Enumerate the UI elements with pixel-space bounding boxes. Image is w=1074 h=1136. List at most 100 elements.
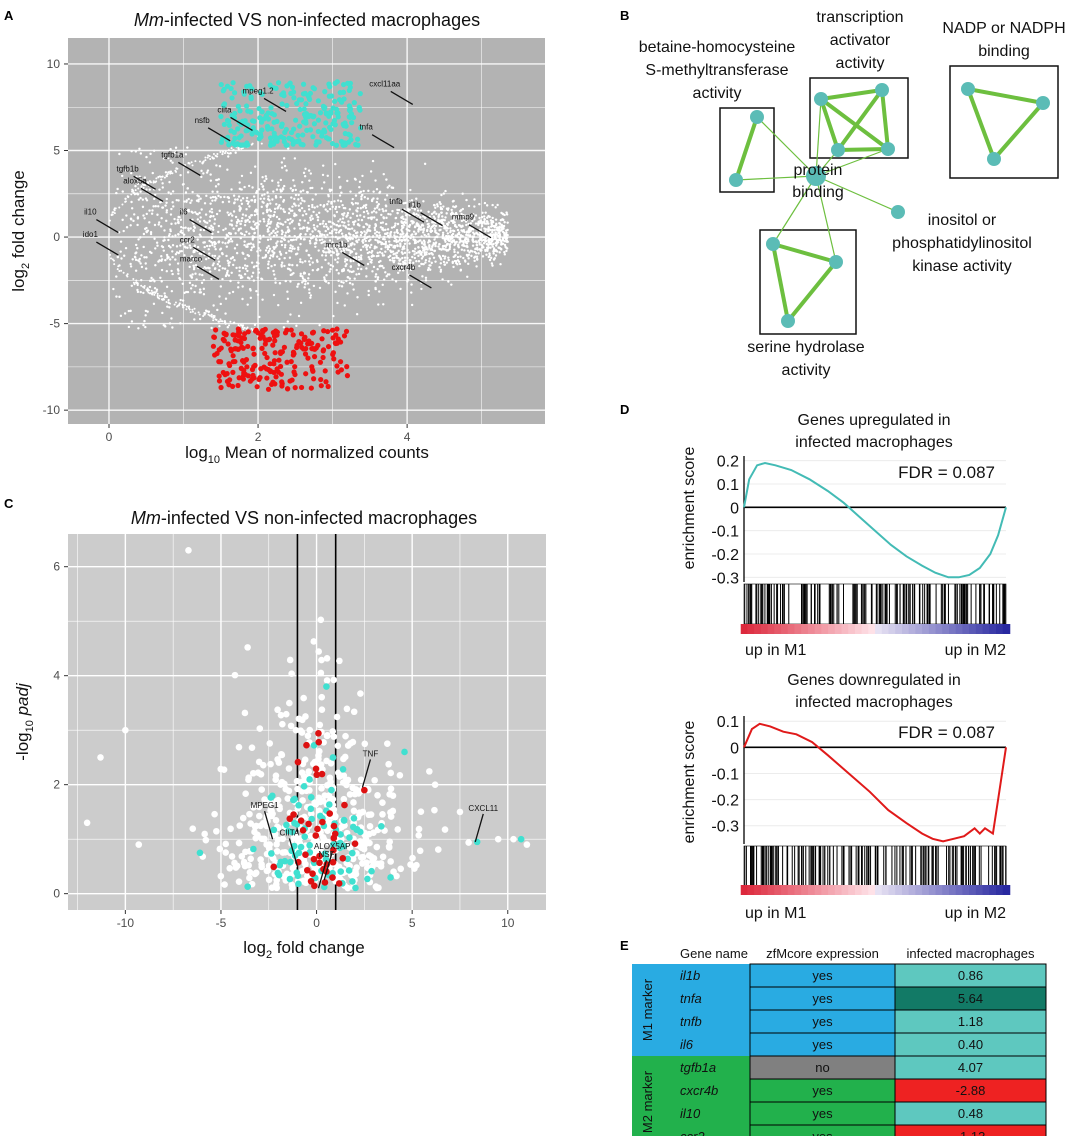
point-nonsignificant <box>292 726 300 734</box>
network-node <box>875 83 889 97</box>
point-nonsignificant <box>186 290 190 294</box>
point-nonsignificant <box>367 293 370 297</box>
point-nonsignificant <box>421 255 425 258</box>
point-upregulated <box>342 140 348 146</box>
point-downregulated <box>310 329 317 335</box>
point-downregulated <box>262 350 268 357</box>
point-nonsignificant <box>297 204 300 207</box>
point-downregulated <box>278 363 284 370</box>
point-upregulated <box>337 90 343 96</box>
point-nonsignificant <box>151 209 154 212</box>
point-nonsignificant <box>419 209 423 212</box>
point-nonsignificant <box>250 803 257 811</box>
point-fringe <box>171 172 174 175</box>
point-upregulated <box>249 86 255 92</box>
point-nonsignificant <box>199 228 202 232</box>
point-nonsignificant <box>316 268 320 271</box>
point-nonsignificant <box>132 219 135 223</box>
point-nonsignificant <box>320 266 324 269</box>
rank-gradient-segment <box>895 885 903 895</box>
point-nonsignificant <box>492 248 496 252</box>
point-nonsignificant <box>266 191 269 194</box>
point-pathway-gene <box>311 882 318 890</box>
point-nonsignificant <box>363 859 370 867</box>
point-nonsignificant <box>480 243 484 247</box>
point-nonsignificant <box>246 874 253 882</box>
point-nonsignificant <box>425 235 428 238</box>
point-nonsignificant <box>445 229 448 232</box>
point-nonsignificant <box>218 165 222 168</box>
point-nonsignificant <box>480 215 484 219</box>
point-nonsignificant <box>308 179 311 182</box>
point-nonsignificant <box>340 280 343 284</box>
point-nonsignificant <box>492 252 495 255</box>
point-nonsignificant <box>467 262 470 266</box>
point-fringe <box>207 154 210 157</box>
point-fringe <box>227 152 230 155</box>
point-nonsignificant <box>371 235 375 239</box>
point-nonsignificant <box>358 185 361 189</box>
annotation-label: NSF <box>318 850 334 859</box>
point-nonsignificant <box>299 272 302 276</box>
point-nonsignificant <box>374 792 381 799</box>
point-marker-gene <box>344 855 351 863</box>
rank-gradient-segment <box>942 624 950 634</box>
point-nonsignificant <box>192 264 195 267</box>
point-nonsignificant <box>153 193 157 196</box>
point-nonsignificant <box>164 258 167 262</box>
point-nonsignificant <box>442 260 446 264</box>
point-downregulated <box>287 378 293 384</box>
point-nonsignificant <box>466 249 470 252</box>
point-nonsignificant <box>216 845 224 853</box>
point-nonsignificant <box>467 240 470 243</box>
point-nonsignificant <box>179 209 183 212</box>
point-nonsignificant <box>449 242 452 246</box>
point-nonsignificant <box>288 670 295 678</box>
point-fringe <box>221 153 224 156</box>
point-nonsignificant <box>419 225 422 229</box>
point-nonsignificant <box>140 278 143 282</box>
point-nonsignificant <box>372 190 375 193</box>
point-nonsignificant <box>173 217 176 221</box>
point-fringe <box>223 319 226 322</box>
point-nonsignificant <box>485 242 489 246</box>
point-nonsignificant <box>291 247 294 250</box>
rank-gradient-segment <box>848 885 856 895</box>
point-downregulated <box>211 334 217 340</box>
point-pathway-gene <box>339 854 347 862</box>
point-nonsignificant <box>228 853 236 860</box>
point-nonsignificant <box>453 248 456 251</box>
point-nonsignificant <box>361 740 369 748</box>
annotation-line <box>96 218 119 234</box>
point-downregulated <box>344 373 351 379</box>
rank-gradient-segment <box>875 624 883 634</box>
point-pathway-gene <box>299 827 307 834</box>
y-tick-label: -10 <box>43 403 61 417</box>
point-nonsignificant <box>218 324 221 328</box>
point-nonsignificant <box>305 190 309 194</box>
point-marker-gene <box>345 867 353 874</box>
point-fringe <box>132 281 135 284</box>
point-nonsignificant <box>373 228 377 232</box>
point-nonsignificant <box>396 772 404 779</box>
point-nonsignificant <box>181 243 185 246</box>
point-nonsignificant <box>272 190 275 193</box>
point-nonsignificant <box>237 229 240 232</box>
point-nonsignificant <box>470 254 473 258</box>
point-nonsignificant <box>155 288 159 291</box>
point-nonsignificant <box>182 226 185 230</box>
point-nonsignificant <box>369 170 373 173</box>
point-nonsignificant <box>318 238 322 242</box>
point-nonsignificant <box>168 263 171 266</box>
point-nonsignificant <box>461 229 464 233</box>
point-nonsignificant <box>447 258 450 262</box>
point-nonsignificant <box>385 178 388 181</box>
point-nonsignificant <box>211 199 214 202</box>
point-nonsignificant <box>279 195 282 199</box>
point-nonsignificant <box>321 173 325 177</box>
point-downregulated <box>318 383 324 389</box>
point-pathway-gene <box>310 855 318 863</box>
rank-gradient-segment <box>841 885 850 895</box>
point-upregulated <box>221 102 227 109</box>
point-pathway-gene <box>318 770 326 778</box>
